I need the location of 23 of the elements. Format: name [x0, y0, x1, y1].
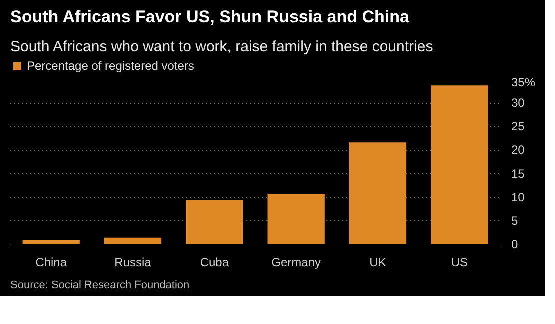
y-tick-label: 0: [512, 238, 518, 252]
x-tick-label: Russia: [114, 256, 152, 270]
x-tick-label: Cuba: [200, 256, 230, 270]
x-tick-label: US: [451, 256, 468, 270]
x-tick-label: UK: [370, 256, 386, 270]
y-tick-label: 30: [512, 96, 526, 110]
y-tick-label: 35%: [512, 76, 536, 90]
y-tick-label: 15: [512, 166, 526, 181]
chart-subtitle: South Africans who want to work, raise family in these countries: [10, 38, 434, 56]
bar: [431, 86, 488, 244]
legend-label: Percentage of registered voters: [27, 59, 194, 73]
x-tick-label: Germany: [272, 256, 322, 270]
y-tick-label: 10: [512, 190, 526, 204]
bar: [186, 200, 244, 244]
source-note: Source: Social Research Foundation: [10, 280, 190, 292]
bar: [268, 194, 325, 244]
chart-title: South Africans Favor US, Shun Russia and China: [10, 8, 410, 26]
x-tick-label: China: [36, 256, 68, 270]
y-tick-label: 20: [512, 143, 526, 158]
bar: [349, 142, 407, 244]
y-tick-label: 5: [512, 214, 518, 228]
bar: [104, 238, 162, 244]
y-tick-label: 25: [512, 120, 526, 134]
